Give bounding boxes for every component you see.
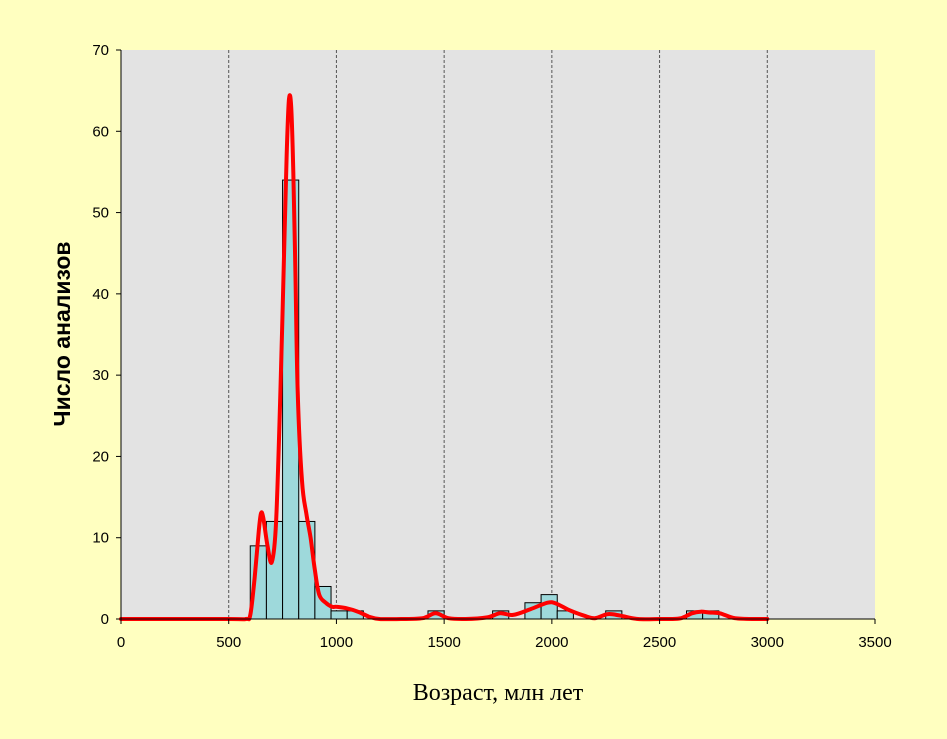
x-axis-ticks: 0 500 1000 1500 2000 2500 3000 3500 bbox=[117, 619, 892, 651]
histogram-bar bbox=[330, 610, 348, 620]
x-tick-label: 3500 bbox=[858, 634, 891, 651]
x-tick-label: 3000 bbox=[751, 634, 784, 651]
y-tick-label: 30 bbox=[92, 367, 109, 384]
y-tick-label: 0 bbox=[101, 611, 109, 628]
y-tick-label: 50 bbox=[92, 205, 109, 222]
plot-area bbox=[121, 50, 875, 619]
x-tick-label: 1000 bbox=[320, 634, 353, 651]
histogram-bar bbox=[298, 520, 316, 620]
y-tick-label: 40 bbox=[92, 286, 109, 303]
axes bbox=[120, 50, 875, 620]
histogram-bar bbox=[540, 594, 558, 620]
y-tick-label: 20 bbox=[92, 448, 109, 465]
x-tick-label: 0 bbox=[117, 634, 125, 651]
y-tick-label: 60 bbox=[92, 123, 109, 140]
x-tick-label: 2000 bbox=[535, 634, 568, 651]
y-tick-label: 70 bbox=[92, 42, 109, 59]
x-axis-title: Возраст, млн лет bbox=[413, 680, 584, 706]
x-tick-label: 500 bbox=[216, 634, 241, 651]
y-axis-title: Число анализов bbox=[49, 241, 75, 426]
x-tick-label: 2500 bbox=[643, 634, 676, 651]
x-tick-label: 1500 bbox=[427, 634, 460, 651]
y-tick-label: 10 bbox=[92, 530, 109, 547]
y-axis-ticks: 0 10 20 30 40 50 60 70 bbox=[92, 42, 121, 628]
